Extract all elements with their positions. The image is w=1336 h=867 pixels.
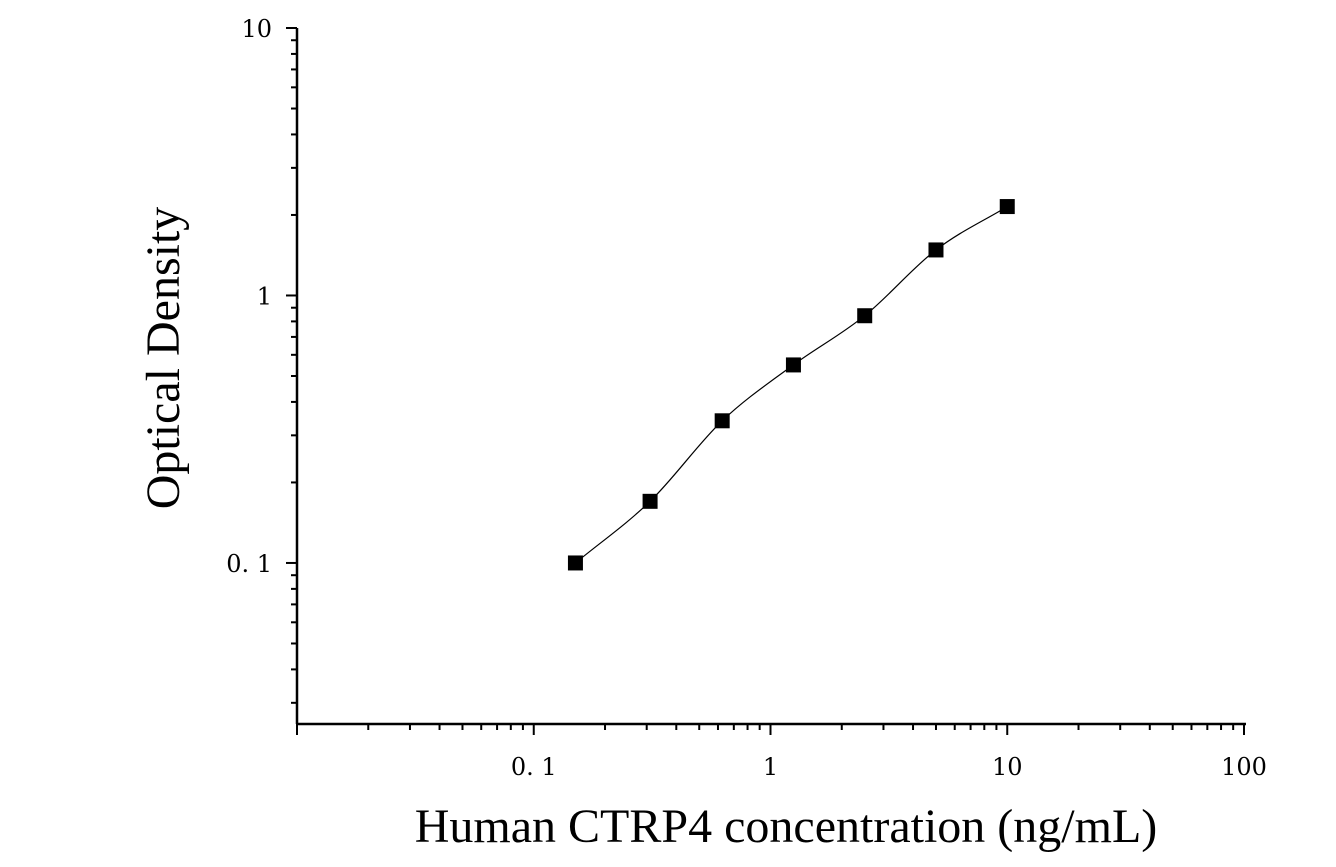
y-tick-label: 1 [257,282,272,310]
data-point [999,199,1015,215]
x-axis-ticks [296,724,1245,735]
x-tick-label: 100 [1221,753,1267,781]
x-axis-tick-labels: 0. 1 1 10 100 [511,753,1267,781]
y-tick-label: 10 [241,15,272,43]
data-point [567,555,583,571]
data-point [785,357,801,373]
x-tick-label: 10 [992,753,1023,781]
x-tick-label: 0. 1 [511,753,557,781]
y-axis-title: Optical Density [137,207,190,510]
x-axis-title: Human CTRP4 concentration (ng/mL) [415,800,1158,853]
data-points [567,199,1015,571]
fit-curve [575,206,1008,564]
x-tick-label: 1 [763,753,778,781]
data-point [714,413,730,429]
y-axis-ticks [286,27,297,704]
data-point [857,308,873,324]
data-point [928,242,944,258]
y-axis-tick-labels: 0. 1 1 10 [226,15,272,578]
data-point [642,493,658,509]
y-tick-label: 0. 1 [226,550,272,578]
